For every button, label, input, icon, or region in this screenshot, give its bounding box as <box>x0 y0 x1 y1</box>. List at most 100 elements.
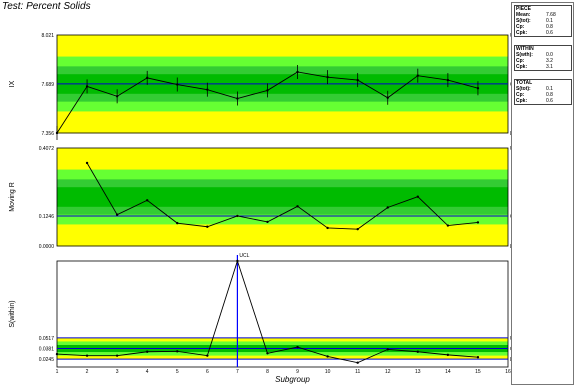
data-point <box>296 205 299 208</box>
data-point <box>146 199 149 202</box>
data-point <box>176 221 179 225</box>
zone-band <box>57 101 508 112</box>
x-tick-label: 3 <box>116 369 119 375</box>
data-point <box>356 78 359 82</box>
zone-band <box>57 93 508 103</box>
stats-row: Cp: 0.8 <box>515 92 571 98</box>
y-axis-label: IX <box>9 80 16 87</box>
data-point <box>476 356 480 359</box>
data-point <box>416 350 419 353</box>
data-point <box>296 70 299 74</box>
data-point <box>206 225 209 228</box>
x-tick-label: 8 <box>266 369 269 375</box>
zone-band <box>57 148 508 171</box>
data-point <box>326 355 329 358</box>
x-tick-label: 6 <box>206 369 209 375</box>
data-point <box>386 348 389 351</box>
y-tick-label: 0.0381 <box>39 347 55 353</box>
panel-frame <box>56 147 509 247</box>
data-point <box>115 354 119 357</box>
x-tick-label: 2 <box>86 369 89 375</box>
stats-row: Mean: 7.68 <box>515 12 571 18</box>
data-point <box>85 354 89 357</box>
stats-value: 0.6 <box>546 30 553 36</box>
stats-row: Cpk: 0.6 <box>515 98 571 104</box>
data-point <box>416 74 419 77</box>
data-point <box>206 354 209 357</box>
chart-title: Test: Percent Solids <box>2 1 91 12</box>
data-point <box>85 85 89 88</box>
zone-band <box>57 111 508 134</box>
stats-within-header: WITHIN <box>516 46 534 52</box>
stats-value: 7.68 <box>546 12 556 18</box>
data-point <box>55 131 59 135</box>
stats-value: 0.1 <box>546 86 553 92</box>
stats-row: Cp: 3.2 <box>515 58 571 64</box>
y-tick-label: 0.0517 <box>39 336 55 342</box>
stats-key: Cpk: <box>516 30 528 36</box>
stats-key: Cpk: <box>516 64 528 70</box>
data-point <box>476 87 480 90</box>
y-tick-label: 8.021 <box>41 33 54 39</box>
data-point <box>55 352 59 356</box>
data-point <box>386 206 389 209</box>
stats-key: S(tot): <box>516 18 531 24</box>
stats-row: S(tot): 0.1 <box>515 18 571 24</box>
stats-value: 0.6 <box>546 98 553 104</box>
stats-total-box: TOTAL S(tot): 0.1 Cp: 0.8 Cpk: 0.6 <box>514 79 572 105</box>
stats-value: 0.1 <box>546 18 553 24</box>
stats-total-header: TOTAL <box>516 80 533 86</box>
x-tick-label: 4 <box>146 369 149 375</box>
data-point <box>146 350 149 353</box>
x-tick-label: 12 <box>385 369 391 375</box>
data-point <box>236 259 239 263</box>
data-point <box>146 76 149 80</box>
zone-band <box>57 206 508 216</box>
stats-row: Cpk: 0.6 <box>515 30 571 36</box>
zone-band <box>57 179 508 188</box>
x-tick-label: 14 <box>445 369 451 375</box>
x-tick-label: 11 <box>355 369 360 375</box>
data-point <box>326 75 329 79</box>
zone-band <box>57 66 508 75</box>
zone-band <box>57 341 508 346</box>
stats-key: S(tot): <box>516 86 531 92</box>
y-axis-label: Moving R <box>9 182 16 212</box>
data-point <box>266 89 269 92</box>
zone-band <box>57 74 508 85</box>
x-tick-label: 10 <box>325 369 331 375</box>
stats-key: Cp: <box>516 24 525 30</box>
x-tick-label: 7 <box>236 369 239 375</box>
stats-value: 0.0 <box>546 52 553 58</box>
stats-value: 0.8 <box>546 24 553 30</box>
y-axis-label: S(within) <box>9 300 16 327</box>
zone-band <box>57 56 508 67</box>
stats-key: Cpk: <box>516 98 528 104</box>
stats-value: 0.8 <box>546 92 553 98</box>
data-point <box>446 353 450 357</box>
data-point <box>236 97 239 100</box>
stats-value: 3.1 <box>546 64 553 70</box>
y-tick-label: 0.0245 <box>39 357 55 363</box>
data-point <box>416 195 419 198</box>
x-tick-label: 15 <box>475 369 481 375</box>
stats-row: S(wth): 0.0 <box>515 52 571 58</box>
data-point <box>296 345 299 349</box>
zone-band <box>57 197 508 208</box>
data-point <box>266 352 269 355</box>
data-point <box>326 226 329 230</box>
data-point <box>266 220 269 224</box>
data-point <box>446 224 450 227</box>
data-point <box>115 213 119 216</box>
zone-band <box>57 187 508 198</box>
stats-key: Cp: <box>516 92 525 98</box>
stats-row: Cp: 0.8 <box>515 24 571 30</box>
stats-piece-box: PIECE Mean: 7.68 S(tot): 0.1 Cp: 0.8 Cpk: 0.… <box>514 5 572 37</box>
stats-within-box: WITHIN S(wth): 0.0 Cp: 3.2 Cpk: 3.1 <box>514 45 572 71</box>
x-tick-label: 13 <box>415 369 421 375</box>
data-point <box>176 350 179 353</box>
zone-band <box>57 84 508 95</box>
